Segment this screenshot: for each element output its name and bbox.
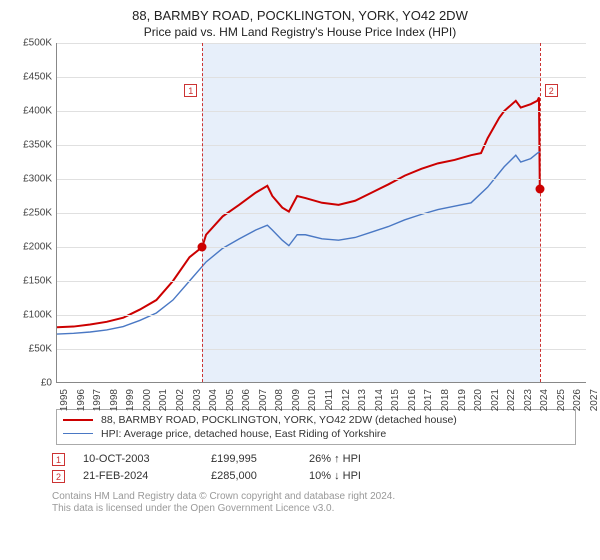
gridline-h bbox=[57, 349, 586, 350]
y-tick-label: £500K bbox=[23, 37, 52, 48]
events-table: 1 10-OCT-2003 £199,995 26% ↑ HPI 2 21-FEB-202… bbox=[52, 451, 588, 485]
x-tick-label: 2003 bbox=[192, 389, 203, 411]
legend-swatch bbox=[63, 419, 93, 421]
plot-region: 12 bbox=[56, 43, 586, 383]
x-tick-label: 1995 bbox=[59, 389, 70, 411]
x-tick-label: 2006 bbox=[241, 389, 252, 411]
y-tick-label: £150K bbox=[23, 275, 52, 286]
x-tick-label: 2000 bbox=[142, 389, 153, 411]
x-tick-label: 2021 bbox=[490, 389, 501, 411]
legend-swatch bbox=[63, 433, 93, 434]
x-tick-label: 2025 bbox=[556, 389, 567, 411]
footer-attribution: Contains HM Land Registry data © Crown c… bbox=[52, 491, 588, 516]
x-tick-label: 1998 bbox=[109, 389, 120, 411]
x-tick-label: 2015 bbox=[390, 389, 401, 411]
event-marker-box: 2 bbox=[545, 84, 558, 97]
y-tick-label: £50K bbox=[29, 343, 52, 354]
y-tick-label: £350K bbox=[23, 139, 52, 150]
legend-text: 88, BARMBY ROAD, POCKLINGTON, YORK, YO42… bbox=[101, 414, 457, 426]
x-axis-labels: 1995199619971998199920002001200220032004… bbox=[56, 385, 586, 403]
x-tick-label: 2008 bbox=[274, 389, 285, 411]
x-tick-label: 2010 bbox=[307, 389, 318, 411]
gridline-h bbox=[57, 281, 586, 282]
x-tick-label: 2016 bbox=[407, 389, 418, 411]
gridline-h bbox=[57, 145, 586, 146]
gridline-h bbox=[57, 315, 586, 316]
x-tick-label: 2007 bbox=[258, 389, 269, 411]
footer-line1: Contains HM Land Registry data © Crown c… bbox=[52, 491, 588, 504]
event-index-box: 2 bbox=[52, 470, 65, 483]
legend-row: HPI: Average price, detached house, East… bbox=[63, 427, 569, 441]
event-diff: 26% ↑ HPI bbox=[309, 453, 399, 465]
x-tick-label: 2002 bbox=[175, 389, 186, 411]
x-tick-label: 2004 bbox=[208, 389, 219, 411]
event-row: 2 21-FEB-2024 £285,000 10% ↓ HPI bbox=[52, 468, 588, 485]
x-tick-label: 2001 bbox=[158, 389, 169, 411]
event-dash-line bbox=[202, 43, 203, 382]
gridline-h bbox=[57, 247, 586, 248]
x-tick-label: 2005 bbox=[225, 389, 236, 411]
x-tick-label: 1997 bbox=[92, 389, 103, 411]
x-tick-label: 2013 bbox=[357, 389, 368, 411]
gridline-h bbox=[57, 179, 586, 180]
x-tick-label: 2024 bbox=[539, 389, 550, 411]
y-axis-labels: £0£50K£100K£150K£200K£250K£300K£350K£400… bbox=[12, 43, 54, 383]
gridline-h bbox=[57, 77, 586, 78]
event-price: £199,995 bbox=[211, 453, 291, 465]
x-tick-label: 2009 bbox=[291, 389, 302, 411]
event-marker-box: 1 bbox=[184, 84, 197, 97]
x-tick-label: 2011 bbox=[324, 389, 335, 411]
y-tick-label: £200K bbox=[23, 241, 52, 252]
y-tick-label: £400K bbox=[23, 105, 52, 116]
y-tick-label: £300K bbox=[23, 173, 52, 184]
y-tick-label: £100K bbox=[23, 309, 52, 320]
footer-line2: This data is licensed under the Open Gov… bbox=[52, 503, 588, 516]
event-date: 21-FEB-2024 bbox=[83, 470, 193, 482]
x-tick-label: 2017 bbox=[423, 389, 434, 411]
x-tick-label: 2018 bbox=[440, 389, 451, 411]
x-tick-label: 2019 bbox=[457, 389, 468, 411]
chart-title-line2: Price paid vs. HM Land Registry's House … bbox=[12, 25, 588, 39]
x-tick-label: 2026 bbox=[572, 389, 583, 411]
x-tick-label: 1999 bbox=[125, 389, 136, 411]
event-marker-dot bbox=[198, 242, 207, 251]
gridline-h bbox=[57, 213, 586, 214]
x-tick-label: 2022 bbox=[506, 389, 517, 411]
y-tick-label: £250K bbox=[23, 207, 52, 218]
gridline-h bbox=[57, 43, 586, 44]
chart-area: £0 £50K £100K £150K £200K £250K £300K £350K £400… bbox=[12, 43, 588, 403]
legend-text: HPI: Average price, detached house, East… bbox=[101, 428, 386, 440]
event-diff: 10% ↓ HPI bbox=[309, 470, 399, 482]
event-marker-dot bbox=[535, 185, 544, 194]
x-tick-label: 1996 bbox=[76, 389, 87, 411]
y-tick-label: £450K bbox=[23, 71, 52, 82]
x-tick-label: 2012 bbox=[341, 389, 352, 411]
x-tick-label: 2023 bbox=[523, 389, 534, 411]
x-tick-label: 2020 bbox=[473, 389, 484, 411]
event-dash-line bbox=[540, 43, 541, 382]
x-tick-label: 2027 bbox=[589, 389, 600, 411]
legend-row: 88, BARMBY ROAD, POCKLINGTON, YORK, YO42… bbox=[63, 413, 569, 427]
event-date: 10-OCT-2003 bbox=[83, 453, 193, 465]
event-index-box: 1 bbox=[52, 453, 65, 466]
x-tick-label: 2014 bbox=[374, 389, 385, 411]
y-tick-label: £0 bbox=[41, 377, 52, 388]
event-price: £285,000 bbox=[211, 470, 291, 482]
gridline-h bbox=[57, 111, 586, 112]
chart-title-line1: 88, BARMBY ROAD, POCKLINGTON, YORK, YO42… bbox=[12, 8, 588, 25]
legend-box: 88, BARMBY ROAD, POCKLINGTON, YORK, YO42… bbox=[56, 409, 576, 445]
event-row: 1 10-OCT-2003 £199,995 26% ↑ HPI bbox=[52, 451, 588, 468]
